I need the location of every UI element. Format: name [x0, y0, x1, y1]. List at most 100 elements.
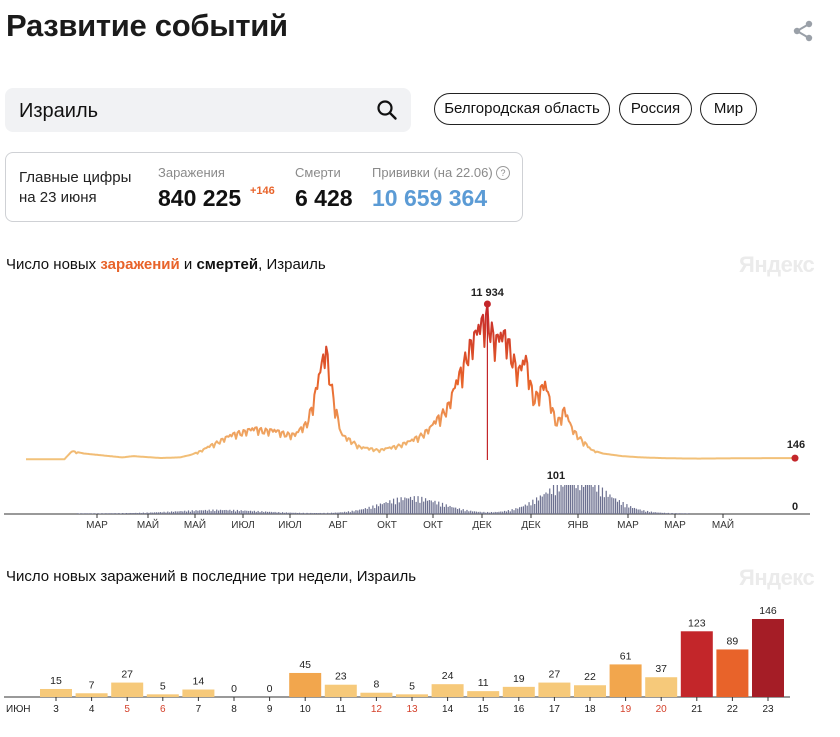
deaths-bar	[144, 513, 146, 514]
deaths-bar	[590, 485, 592, 514]
deaths-bar	[178, 511, 180, 514]
deaths-bar	[430, 500, 432, 514]
deaths-bar	[323, 512, 325, 514]
deaths-bar	[313, 513, 316, 514]
bar	[360, 692, 393, 697]
deaths-bar	[280, 512, 282, 514]
bar	[467, 691, 500, 697]
deaths-bar	[658, 512, 660, 514]
deaths-bar	[552, 485, 555, 514]
deaths-bar	[330, 512, 333, 514]
chip-russia[interactable]: Россия	[619, 93, 692, 125]
deaths-bar	[221, 510, 223, 514]
deaths-bar	[265, 511, 267, 514]
deaths-bar	[473, 511, 476, 514]
deaths-bar	[349, 512, 351, 514]
bar-category-label: 13	[406, 704, 418, 715]
deaths-bar	[186, 511, 188, 514]
deaths-bar	[496, 512, 498, 514]
deaths-bar	[268, 511, 271, 514]
deaths-bar	[616, 501, 619, 514]
deaths-bar	[344, 511, 346, 514]
deaths-bar	[630, 506, 632, 514]
deaths-bar	[223, 510, 225, 514]
deaths-bar	[494, 511, 496, 514]
deaths-bar	[381, 504, 383, 514]
deaths-bar	[599, 496, 602, 514]
deaths-bar	[148, 512, 150, 514]
deaths-bar	[424, 498, 427, 514]
deaths-bar	[184, 510, 186, 514]
deaths-bar	[462, 509, 464, 514]
deaths-bar	[234, 511, 237, 514]
x-tick-label: ОКТ	[423, 520, 443, 530]
deaths-bar	[481, 512, 483, 514]
help-icon[interactable]: ?	[496, 166, 510, 180]
bar	[396, 694, 428, 697]
search-icon[interactable]	[375, 98, 399, 122]
deaths-bar	[464, 511, 466, 514]
deaths-bar	[441, 502, 444, 514]
deaths-bar	[605, 490, 607, 514]
bar-category-label: 7	[196, 704, 202, 715]
deaths-bar	[524, 504, 526, 514]
trend-chart-title: Число новых заражений и смертей, Израиль	[6, 256, 326, 273]
month-label: ИЮН	[6, 704, 31, 715]
bar-category-label: 12	[371, 704, 383, 715]
deaths-bar	[219, 509, 222, 514]
deaths-bar	[447, 506, 449, 514]
bar-category-label: 10	[300, 704, 312, 715]
deaths-bar	[645, 511, 647, 514]
deaths-bar	[306, 512, 308, 514]
deaths-bar	[479, 511, 481, 514]
deaths-bar	[485, 512, 487, 514]
x-tick-label: МАЙ	[184, 518, 206, 530]
deaths-bar	[594, 485, 596, 514]
deaths-bar	[374, 508, 376, 514]
deaths-bar	[155, 512, 158, 514]
deaths-bar	[530, 505, 532, 514]
bar	[752, 619, 784, 697]
bar-value-label: 146	[759, 605, 777, 617]
deaths-bar	[377, 506, 380, 514]
deaths-bar	[547, 493, 549, 514]
bar-category-label: 17	[549, 704, 561, 715]
deaths-bar	[210, 511, 212, 514]
deaths-bar	[586, 485, 588, 514]
deaths-bar	[332, 512, 334, 514]
bar-value-label: 27	[121, 669, 133, 681]
deaths-bar	[394, 504, 397, 514]
deaths-bar	[345, 512, 348, 514]
share-icon[interactable]	[792, 20, 814, 42]
deaths-bar	[319, 512, 321, 514]
search-input[interactable]	[17, 94, 361, 128]
deaths-bar	[106, 513, 109, 514]
bar-category-label: 21	[691, 704, 703, 715]
bar-category-label: 9	[267, 704, 273, 715]
deaths-bar	[287, 512, 289, 514]
search-box	[5, 88, 411, 132]
deaths-bar	[150, 512, 152, 514]
deaths-bar	[669, 513, 671, 514]
deaths-bar	[225, 509, 227, 514]
deaths-bar	[112, 513, 114, 514]
deaths-bar	[116, 513, 118, 514]
bar	[146, 694, 179, 697]
deaths-bar	[376, 504, 378, 514]
trend-title-part1: Число новых	[6, 256, 101, 273]
deaths-bar	[419, 502, 421, 514]
bar-value-label: 27	[549, 669, 561, 681]
chip-belgorod-region[interactable]: Белгородская область	[434, 93, 610, 125]
deaths-bar	[609, 494, 611, 514]
bar-value-label: 123	[688, 617, 706, 629]
deaths-bar	[389, 500, 391, 514]
deaths-bar	[560, 485, 562, 514]
bar-category-label: 23	[762, 704, 774, 715]
deaths-bar	[321, 513, 323, 514]
deaths-bar	[519, 507, 521, 514]
deaths-bar	[295, 512, 297, 514]
deaths-bar	[449, 505, 451, 514]
deaths-bar	[628, 507, 630, 514]
chip-world[interactable]: Мир	[700, 93, 757, 125]
deaths-bar	[187, 510, 190, 514]
